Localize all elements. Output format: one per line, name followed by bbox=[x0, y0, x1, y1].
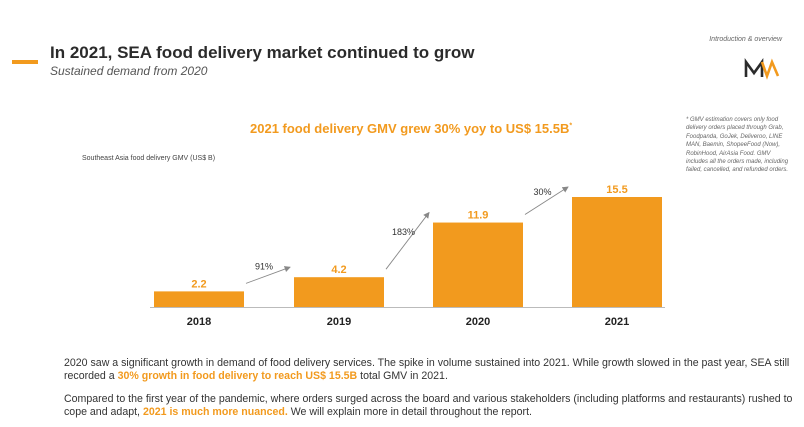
p2-highlight: 2021 is much more nuanced. bbox=[142, 406, 288, 418]
p1-text-a: 2020 saw a significant growth in demand … bbox=[64, 357, 790, 382]
mw-logo-icon bbox=[744, 58, 780, 80]
category-label-2018: 2018 bbox=[187, 316, 211, 328]
page-subtitle: Sustained demand from 2020 bbox=[50, 64, 208, 78]
category-label-2021: 2021 bbox=[605, 316, 629, 328]
category-label-2020: 2020 bbox=[466, 316, 490, 328]
footnote: * GMV estimation covers only food delive… bbox=[686, 117, 789, 174]
growth-arrow-3 bbox=[524, 186, 569, 215]
body-paragraph-2: Compared to the first year of the pandem… bbox=[64, 393, 794, 419]
bar-2019 bbox=[294, 277, 384, 307]
body-paragraph-1: 2020 saw a significant growth in demand … bbox=[64, 357, 794, 383]
value-label-2018: 2.2 bbox=[191, 278, 206, 290]
growth-label-3: 30% bbox=[533, 187, 551, 197]
bar-2020 bbox=[433, 222, 523, 307]
value-label-2020: 11.9 bbox=[468, 210, 489, 222]
category-label-2019: 2019 bbox=[327, 316, 351, 328]
bar-2018 bbox=[154, 291, 244, 307]
p1-text-b: total GMV in 2021. bbox=[357, 370, 448, 382]
y-axis-label: Southeast Asia food delivery GMV (US$ B) bbox=[82, 155, 216, 162]
page-title: In 2021, SEA food delivery market contin… bbox=[50, 43, 475, 62]
chart-title: 2021 food delivery GMV grew 30% yoy to U… bbox=[250, 121, 572, 136]
p2-text-b: We will explain more in detail throughou… bbox=[287, 406, 532, 418]
growth-label-1: 91% bbox=[255, 261, 273, 271]
p1-highlight: 30% growth in food delivery to reach US$… bbox=[117, 370, 358, 382]
chart-title-text: 2021 food delivery GMV grew 30% yoy to U… bbox=[250, 121, 570, 136]
value-label-2019: 4.2 bbox=[331, 264, 346, 276]
value-label-2021: 15.5 bbox=[606, 184, 627, 196]
section-label: Introduction & overview bbox=[709, 36, 782, 43]
chart-title-footnote-mark: * bbox=[569, 122, 573, 130]
bar-2021 bbox=[572, 197, 662, 307]
growth-arrow-1 bbox=[245, 266, 291, 284]
growth-label-2: 183% bbox=[392, 227, 415, 237]
p2-text-a: Compared to the first year of the pandem… bbox=[64, 393, 793, 418]
title-accent-bar bbox=[12, 60, 38, 64]
growth-arrow-2 bbox=[385, 211, 430, 270]
